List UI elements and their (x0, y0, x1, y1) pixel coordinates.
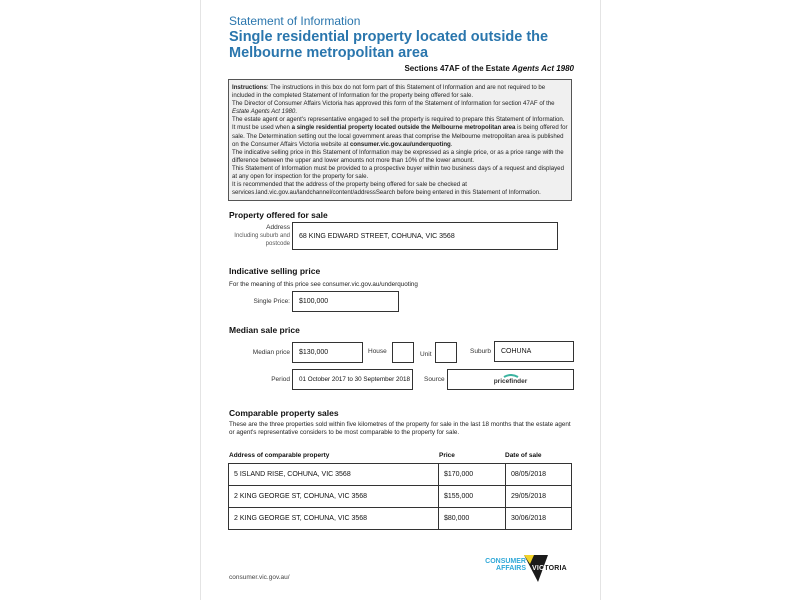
single-price-field[interactable]: $100,000 (292, 291, 399, 312)
instructions-act: Estate Agents Act 1980 (232, 108, 296, 116)
unit-checkbox[interactable] (435, 342, 457, 363)
address-label: Address Including suburb and postcode (220, 224, 290, 248)
instructions-p4: The indicative selling price in this Sta… (232, 148, 564, 164)
suburb-field[interactable]: COHUNA (494, 341, 574, 362)
instructions-p3a: The estate agent or agent's representati… (232, 116, 565, 132)
pricefinder-logo-icon (503, 374, 518, 378)
unit-label: Unit (420, 351, 432, 358)
comparable-sales-table: 5 ISLAND RISE, COHUNA, VIC 3568 $170,000 0… (228, 463, 572, 530)
page-edge-left (200, 0, 201, 600)
address-sublabel: Including suburb and postcode (234, 233, 290, 247)
instructions-link[interactable]: consumer.vic.gov.au/underquoting (350, 140, 451, 148)
indicative-note: For the meaning of this price see consum… (229, 281, 418, 288)
median-heading: Median sale price (229, 325, 300, 335)
row-address: 2 KING GEORGE ST, COHUNA, VIC 3568 (228, 485, 439, 508)
house-label: House (368, 348, 387, 355)
source-label: Source (424, 376, 445, 383)
address-field[interactable]: 68 KING EDWARD STREET, COHUNA, VIC 3568 (292, 222, 558, 250)
act-name: Agents Act 1980 (512, 64, 574, 73)
row-price: $80,000 (438, 507, 506, 530)
table-row: 2 KING GEORGE ST, COHUNA, VIC 3568 $80,00… (228, 507, 572, 530)
victoria-triangle-icon (524, 555, 548, 582)
column-header-address: Address of comparable property (229, 452, 330, 459)
row-price: $170,000 (438, 463, 506, 486)
property-heading: Property offered for sale (229, 210, 328, 220)
logo-consumer: CONSUMER (485, 558, 526, 565)
instructions-p5: This Statement of Information must be pr… (232, 164, 564, 181)
document-title: Single residential property located outs… (229, 29, 549, 61)
source-field[interactable]: pricefinder (447, 369, 574, 390)
comparable-heading: Comparable property sales (229, 408, 339, 418)
page-edge-right (600, 0, 601, 600)
row-price: $155,000 (438, 485, 506, 508)
footer-url[interactable]: consumer.vic.gov.au/ (229, 574, 290, 581)
address-label-text: Address (266, 224, 290, 231)
instructions-p1: : The instructions in this box do not fo… (232, 84, 546, 100)
row-address: 2 KING GEORGE ST, COHUNA, VIC 3568 (228, 507, 439, 530)
column-header-price: Price (439, 452, 455, 459)
row-date: 30/06/2018 (505, 507, 572, 530)
logo-affairs: AFFAIRS (496, 565, 526, 572)
sections-reference: Sections 47AF of the Estate Agents Act 1… (404, 64, 574, 73)
table-row: 2 KING GEORGE ST, COHUNA, VIC 3568 $155,0… (228, 485, 572, 508)
logo-victoria: VICTORIA (532, 565, 567, 572)
sections-text: Sections 47AF of the Estate (404, 64, 513, 73)
column-header-date: Date of sale (505, 452, 542, 459)
comparable-note: These are the three properties sold with… (229, 421, 571, 436)
instructions-p3b: a single residential property located ou… (291, 124, 516, 132)
median-price-field[interactable]: $130,000 (292, 342, 363, 363)
single-price-label: Single Price: (253, 298, 291, 305)
instructions-p2: The Director of Consumer Affairs Victori… (232, 100, 555, 108)
instructions-label: Instructions (232, 84, 267, 91)
suburb-label: Suburb (470, 348, 491, 355)
house-checkbox[interactable] (392, 342, 414, 363)
row-date: 08/05/2018 (505, 463, 572, 486)
consumer-affairs-victoria-logo: CONSUMER AFFAIRS VICTORIA (482, 555, 574, 585)
document-subtitle: Statement of Information (229, 14, 361, 28)
instructions-p3c: is being offered for sale. The Determina… (232, 124, 568, 148)
median-price-label: Median price (252, 349, 290, 356)
pricefinder-logo: pricefinder (493, 378, 528, 385)
indicative-heading: Indicative selling price (229, 266, 321, 276)
row-address: 5 ISLAND RISE, COHUNA, VIC 3568 (228, 463, 439, 486)
instructions-p6: It is recommended that the address of th… (232, 181, 541, 197)
instructions-box: Instructions: The instructions in this b… (228, 79, 572, 201)
period-label: Period (271, 376, 290, 383)
period-field[interactable]: 01 October 2017 to 30 September 2018 (292, 369, 413, 390)
table-row: 5 ISLAND RISE, COHUNA, VIC 3568 $170,000 0… (228, 463, 572, 486)
row-date: 29/05/2018 (505, 485, 572, 508)
